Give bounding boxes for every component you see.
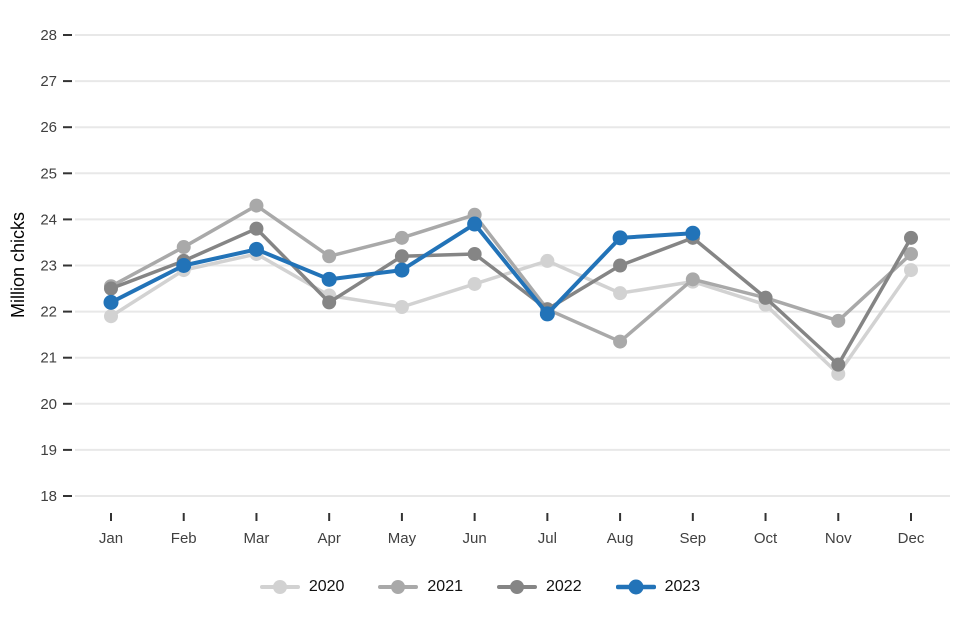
- data-point-2023-feb: [176, 258, 192, 273]
- data-point-2020-may: [394, 299, 409, 314]
- y-tick-label-21: 21: [40, 350, 57, 367]
- x-tick-label-nov: Nov: [825, 530, 852, 547]
- legend-dot-2020: [272, 580, 287, 594]
- x-tick-label-dec: Dec: [898, 530, 925, 547]
- data-point-2021-feb: [176, 240, 191, 255]
- legend-item-2023: 2023: [615, 578, 701, 596]
- data-point-2021-apr: [322, 249, 337, 264]
- line-chart-canvas: 18 19 20 21 22 23 24 25 26 27 28 Jan Feb Mar Apr May Jun…: [8, 27, 950, 547]
- legend-dot-2021: [391, 580, 406, 594]
- data-point-2022-aug: [613, 258, 628, 273]
- data-point-2023-jan: [103, 294, 119, 310]
- x-tick-label-may: May: [388, 530, 417, 547]
- data-point-2023-apr: [321, 271, 337, 287]
- data-point-2022-jun: [467, 246, 482, 261]
- data-point-2020-jun: [467, 276, 482, 291]
- data-point-2021-nov: [831, 313, 846, 328]
- y-tick-label-19: 19: [40, 442, 57, 459]
- y-tick-label-25: 25: [40, 165, 57, 182]
- x-tick-label-mar: Mar: [244, 530, 270, 547]
- data-point-2020-aug: [613, 286, 628, 301]
- legend-dot-2023: [628, 579, 644, 595]
- x-tick-label-aug: Aug: [607, 530, 634, 547]
- data-point-2021-aug: [613, 334, 628, 349]
- y-tick-label-28: 28: [40, 27, 57, 44]
- legend-marker-2021: [378, 580, 419, 594]
- data-point-2021-sep: [685, 272, 700, 287]
- data-point-2022-mar: [249, 221, 264, 236]
- y-axis-title: Million chicks: [8, 212, 28, 318]
- data-point-2023-sep: [685, 225, 701, 241]
- legend-item-2022: 2022: [497, 578, 582, 596]
- x-tick-label-jan: Jan: [99, 530, 123, 547]
- y-tick-label-26: 26: [40, 119, 57, 136]
- y-tick-label-23: 23: [40, 258, 57, 275]
- data-point-2023-may: [394, 262, 410, 278]
- y-tick-label-18: 18: [40, 488, 57, 505]
- legend-label-2020: 2020: [308, 578, 345, 595]
- x-tick-label-jul: Jul: [538, 530, 557, 547]
- data-point-2022-nov: [831, 357, 846, 372]
- x-tick-label-oct: Oct: [754, 530, 778, 547]
- data-point-2022-jan: [104, 281, 118, 296]
- data-point-2020-jan: [104, 309, 118, 324]
- data-point-2022-oct: [758, 290, 773, 305]
- data-point-2021-dec: [904, 246, 918, 261]
- x-tick-label-apr: Apr: [318, 530, 341, 547]
- data-point-2020-jul: [540, 253, 555, 268]
- data-point-2022-dec: [904, 230, 918, 245]
- series-line-2022: [109, 226, 913, 367]
- x-tick-label-jun: Jun: [463, 530, 487, 547]
- series-line-2021: [109, 203, 913, 344]
- legend-label-2022: 2022: [546, 578, 582, 595]
- legend-label-2021: 2021: [427, 578, 463, 595]
- chart-legend: 2020 2021 2022 2023: [0, 578, 960, 596]
- data-point-2022-may: [394, 249, 409, 264]
- y-tick-label-24: 24: [40, 211, 57, 228]
- legend-item-2021: 2021: [378, 578, 463, 596]
- data-point-2021-mar: [249, 198, 264, 213]
- x-tick-label-sep: Sep: [679, 530, 706, 547]
- data-point-2023-mar: [248, 241, 264, 257]
- data-point-2023-jun: [467, 216, 483, 232]
- legend-dot-2022: [510, 580, 524, 594]
- series-line-2020: [109, 252, 913, 376]
- data-point-2023-aug: [612, 230, 628, 246]
- y-tick-label-27: 27: [40, 73, 57, 90]
- x-tick-label-feb: Feb: [171, 530, 197, 547]
- legend-marker-2022: [497, 580, 537, 594]
- data-point-2023-jul: [539, 306, 555, 322]
- y-tick-label-20: 20: [40, 396, 57, 413]
- y-tick-label-22: 22: [40, 304, 57, 321]
- legend-marker-2023: [615, 579, 656, 595]
- legend-item-2020: 2020: [259, 578, 345, 596]
- legend-marker-2020: [259, 580, 300, 594]
- data-point-2020-dec: [904, 263, 918, 278]
- legend-label-2023: 2023: [664, 578, 701, 595]
- data-point-2021-may: [394, 230, 409, 245]
- data-point-2022-apr: [322, 295, 337, 310]
